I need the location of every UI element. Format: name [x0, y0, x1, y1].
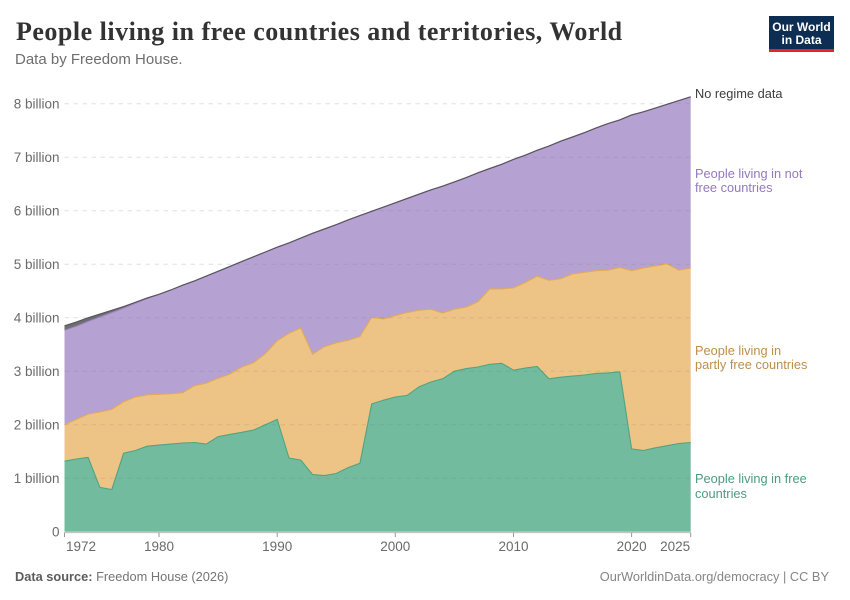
svg-text:7 billion: 7 billion — [14, 150, 60, 165]
svg-text:4 billion: 4 billion — [14, 310, 60, 325]
svg-text:1972: 1972 — [66, 539, 96, 554]
svg-text:5 billion: 5 billion — [14, 257, 60, 272]
svg-text:1980: 1980 — [144, 539, 174, 554]
svg-text:1990: 1990 — [262, 539, 292, 554]
svg-text:2000: 2000 — [380, 539, 410, 554]
svg-text:1 billion: 1 billion — [14, 471, 60, 486]
svg-text:6 billion: 6 billion — [14, 203, 60, 218]
svg-text:0: 0 — [52, 524, 60, 539]
svg-text:8 billion: 8 billion — [14, 96, 60, 111]
svg-text:2 billion: 2 billion — [14, 417, 60, 432]
svg-text:3 billion: 3 billion — [14, 364, 60, 379]
svg-text:2020: 2020 — [617, 539, 647, 554]
svg-text:2010: 2010 — [498, 539, 528, 554]
svg-text:2025: 2025 — [660, 539, 690, 554]
